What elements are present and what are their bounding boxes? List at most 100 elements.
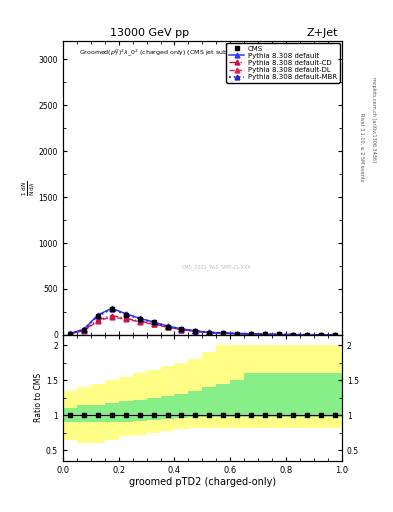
Pythia 8.308 default: [95, 312, 100, 318]
Pythia 8.308 default-DL: [165, 324, 170, 330]
Pythia 8.308 default-CD: [193, 328, 198, 334]
Pythia 8.308 default-CD: [249, 331, 253, 337]
Pythia 8.308 default-DL: [332, 332, 337, 338]
Pythia 8.308 default: [81, 326, 86, 332]
CMS: [81, 327, 86, 333]
Pythia 8.308 default-MBR: [263, 331, 268, 337]
CMS: [95, 313, 100, 319]
CMS: [165, 324, 170, 330]
Pythia 8.308 default: [193, 328, 198, 334]
CMS: [68, 331, 72, 337]
Text: Groomed$(p_T^D)^2\lambda\_0^2$ (charged only) (CMS jet substructure): Groomed$(p_T^D)^2\lambda\_0^2$ (charged …: [79, 47, 259, 57]
Pythia 8.308 default: [109, 305, 114, 311]
Line: Pythia 8.308 default: Pythia 8.308 default: [68, 306, 337, 337]
Pythia 8.308 default-MBR: [193, 328, 198, 334]
Pythia 8.308 default-CD: [137, 318, 142, 324]
Pythia 8.308 default-DL: [305, 332, 309, 338]
CMS: [179, 326, 184, 332]
Pythia 8.308 default-CD: [305, 332, 309, 338]
Pythia 8.308 default: [165, 323, 170, 329]
Pythia 8.308 default-MBR: [221, 330, 226, 336]
Pythia 8.308 default-CD: [68, 331, 72, 337]
Pythia 8.308 default-DL: [109, 314, 114, 320]
Pythia 8.308 default-DL: [179, 327, 184, 333]
Pythia 8.308 default-MBR: [137, 315, 142, 322]
Pythia 8.308 default-MBR: [207, 329, 212, 335]
Text: mcplots.cern.ch [arXiv:1306.3436]: mcplots.cern.ch [arXiv:1306.3436]: [371, 77, 376, 162]
Pythia 8.308 default: [291, 331, 296, 337]
Pythia 8.308 default-DL: [151, 321, 156, 327]
CMS: [319, 332, 323, 338]
Pythia 8.308 default-DL: [137, 319, 142, 325]
Pythia 8.308 default-CD: [319, 332, 323, 338]
CMS: [249, 331, 253, 337]
Pythia 8.308 default-DL: [277, 331, 281, 337]
Pythia 8.308 default-DL: [95, 318, 100, 324]
Pythia 8.308 default-MBR: [179, 326, 184, 332]
Pythia 8.308 default: [277, 331, 281, 337]
Pythia 8.308 default-CD: [263, 331, 268, 337]
CMS: [123, 312, 128, 318]
Pythia 8.308 default-CD: [277, 331, 281, 337]
Pythia 8.308 default-DL: [68, 331, 72, 337]
Y-axis label: $\frac{1}{\mathrm{N}}\frac{\mathrm{d}N}{\mathrm{d}\lambda}$: $\frac{1}{\mathrm{N}}\frac{\mathrm{d}N}{…: [21, 180, 37, 196]
Pythia 8.308 default: [179, 326, 184, 332]
Pythia 8.308 default-DL: [221, 330, 226, 336]
Y-axis label: Ratio to CMS: Ratio to CMS: [34, 373, 43, 422]
Pythia 8.308 default-MBR: [95, 313, 100, 319]
Text: Rivet 3.1.10, ≥ 2.5M events: Rivet 3.1.10, ≥ 2.5M events: [360, 113, 365, 181]
Pythia 8.308 default-MBR: [151, 319, 156, 325]
Pythia 8.308 default: [221, 330, 226, 336]
Pythia 8.308 default-MBR: [165, 323, 170, 329]
Pythia 8.308 default: [68, 330, 72, 336]
Pythia 8.308 default-DL: [249, 331, 253, 337]
Line: Pythia 8.308 default-CD: Pythia 8.308 default-CD: [68, 313, 337, 337]
CMS: [332, 332, 337, 338]
Pythia 8.308 default-CD: [207, 330, 212, 336]
Line: Pythia 8.308 default-MBR: Pythia 8.308 default-MBR: [68, 307, 337, 337]
Pythia 8.308 default: [319, 332, 323, 338]
CMS: [109, 306, 114, 312]
Legend: CMS, Pythia 8.308 default, Pythia 8.308 default-CD, Pythia 8.308 default-DL, Pyt: CMS, Pythia 8.308 default, Pythia 8.308 …: [226, 43, 340, 83]
Pythia 8.308 default-CD: [179, 327, 184, 333]
Line: CMS: CMS: [68, 307, 337, 337]
Pythia 8.308 default-CD: [123, 315, 128, 322]
Pythia 8.308 default-MBR: [81, 327, 86, 333]
Pythia 8.308 default-MBR: [249, 331, 253, 337]
Text: 13000 GeV pp: 13000 GeV pp: [110, 28, 189, 38]
Pythia 8.308 default-CD: [235, 331, 240, 337]
Pythia 8.308 default-CD: [81, 327, 86, 333]
CMS: [151, 319, 156, 326]
Pythia 8.308 default-DL: [193, 328, 198, 334]
Pythia 8.308 default-CD: [165, 324, 170, 330]
Pythia 8.308 default: [332, 332, 337, 338]
CMS: [235, 331, 240, 337]
Pythia 8.308 default-DL: [319, 332, 323, 338]
Pythia 8.308 default-MBR: [109, 306, 114, 312]
Pythia 8.308 default-MBR: [332, 332, 337, 338]
Pythia 8.308 default-DL: [207, 330, 212, 336]
Line: Pythia 8.308 default-DL: Pythia 8.308 default-DL: [68, 314, 337, 337]
Pythia 8.308 default-DL: [291, 332, 296, 338]
Pythia 8.308 default-CD: [221, 330, 226, 336]
Pythia 8.308 default: [235, 330, 240, 336]
Pythia 8.308 default-CD: [95, 317, 100, 323]
CMS: [263, 331, 268, 337]
CMS: [291, 332, 296, 338]
Pythia 8.308 default-DL: [81, 328, 86, 334]
Text: Z+Jet: Z+Jet: [307, 28, 338, 38]
Pythia 8.308 default: [305, 332, 309, 338]
CMS: [277, 331, 281, 337]
Pythia 8.308 default: [123, 311, 128, 317]
Pythia 8.308 default-MBR: [305, 332, 309, 338]
Pythia 8.308 default: [137, 315, 142, 322]
Pythia 8.308 default: [263, 331, 268, 337]
Pythia 8.308 default: [207, 329, 212, 335]
Pythia 8.308 default-MBR: [319, 332, 323, 338]
Text: CMS_2021_PAS_SMP-21-XXX: CMS_2021_PAS_SMP-21-XXX: [182, 265, 251, 270]
Pythia 8.308 default-DL: [123, 316, 128, 323]
Pythia 8.308 default-MBR: [277, 331, 281, 337]
Pythia 8.308 default-CD: [291, 332, 296, 338]
CMS: [305, 332, 309, 338]
Pythia 8.308 default: [249, 331, 253, 337]
